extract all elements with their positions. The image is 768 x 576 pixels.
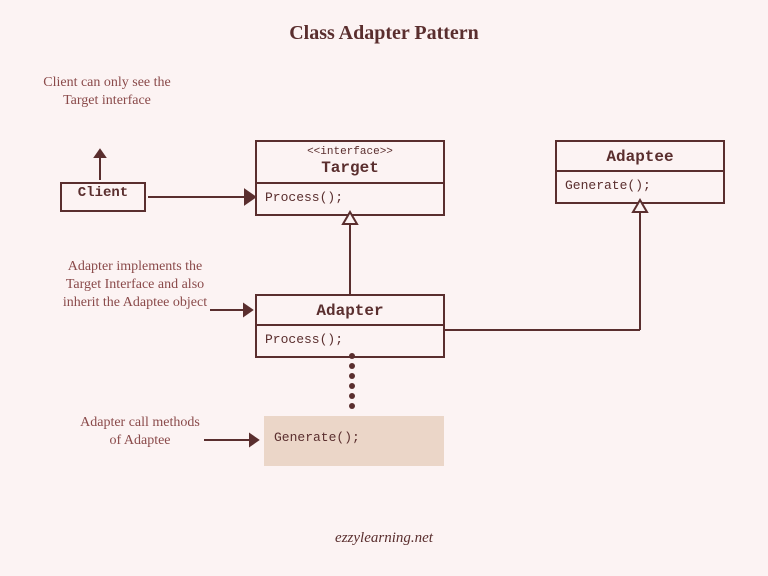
client-box: Client [60, 182, 146, 212]
adapter-box: Adapter Process(); [255, 294, 445, 358]
adaptee-name: Adaptee [606, 148, 673, 166]
adaptee-method: Generate(); [557, 172, 723, 202]
target-header: <<interface>> Target [257, 142, 443, 184]
annotation-call: Adapter call methods of Adaptee [80, 414, 200, 450]
diagram-title: Class Adapter Pattern [0, 22, 768, 45]
client-label: Client [78, 185, 128, 201]
adaptee-box: Adaptee Generate(); [555, 140, 725, 204]
target-stereotype: <<interface>> [257, 146, 443, 159]
note-text: Generate(); [274, 430, 360, 445]
annotation-client: Client can only see the Target interface [42, 74, 172, 110]
adapter-header: Adapter [257, 296, 443, 326]
adapter-method: Process(); [257, 326, 443, 356]
adaptee-header: Adaptee [557, 142, 723, 172]
target-name: Target [321, 159, 379, 177]
footer-credit: ezzylearning.net [0, 530, 768, 547]
generate-note: Generate(); [264, 416, 444, 466]
target-method: Process(); [257, 184, 443, 214]
annotation-adapter: Adapter implements the Target Interface … [60, 258, 210, 313]
adapter-name: Adapter [316, 302, 383, 320]
target-box: <<interface>> Target Process(); [255, 140, 445, 216]
